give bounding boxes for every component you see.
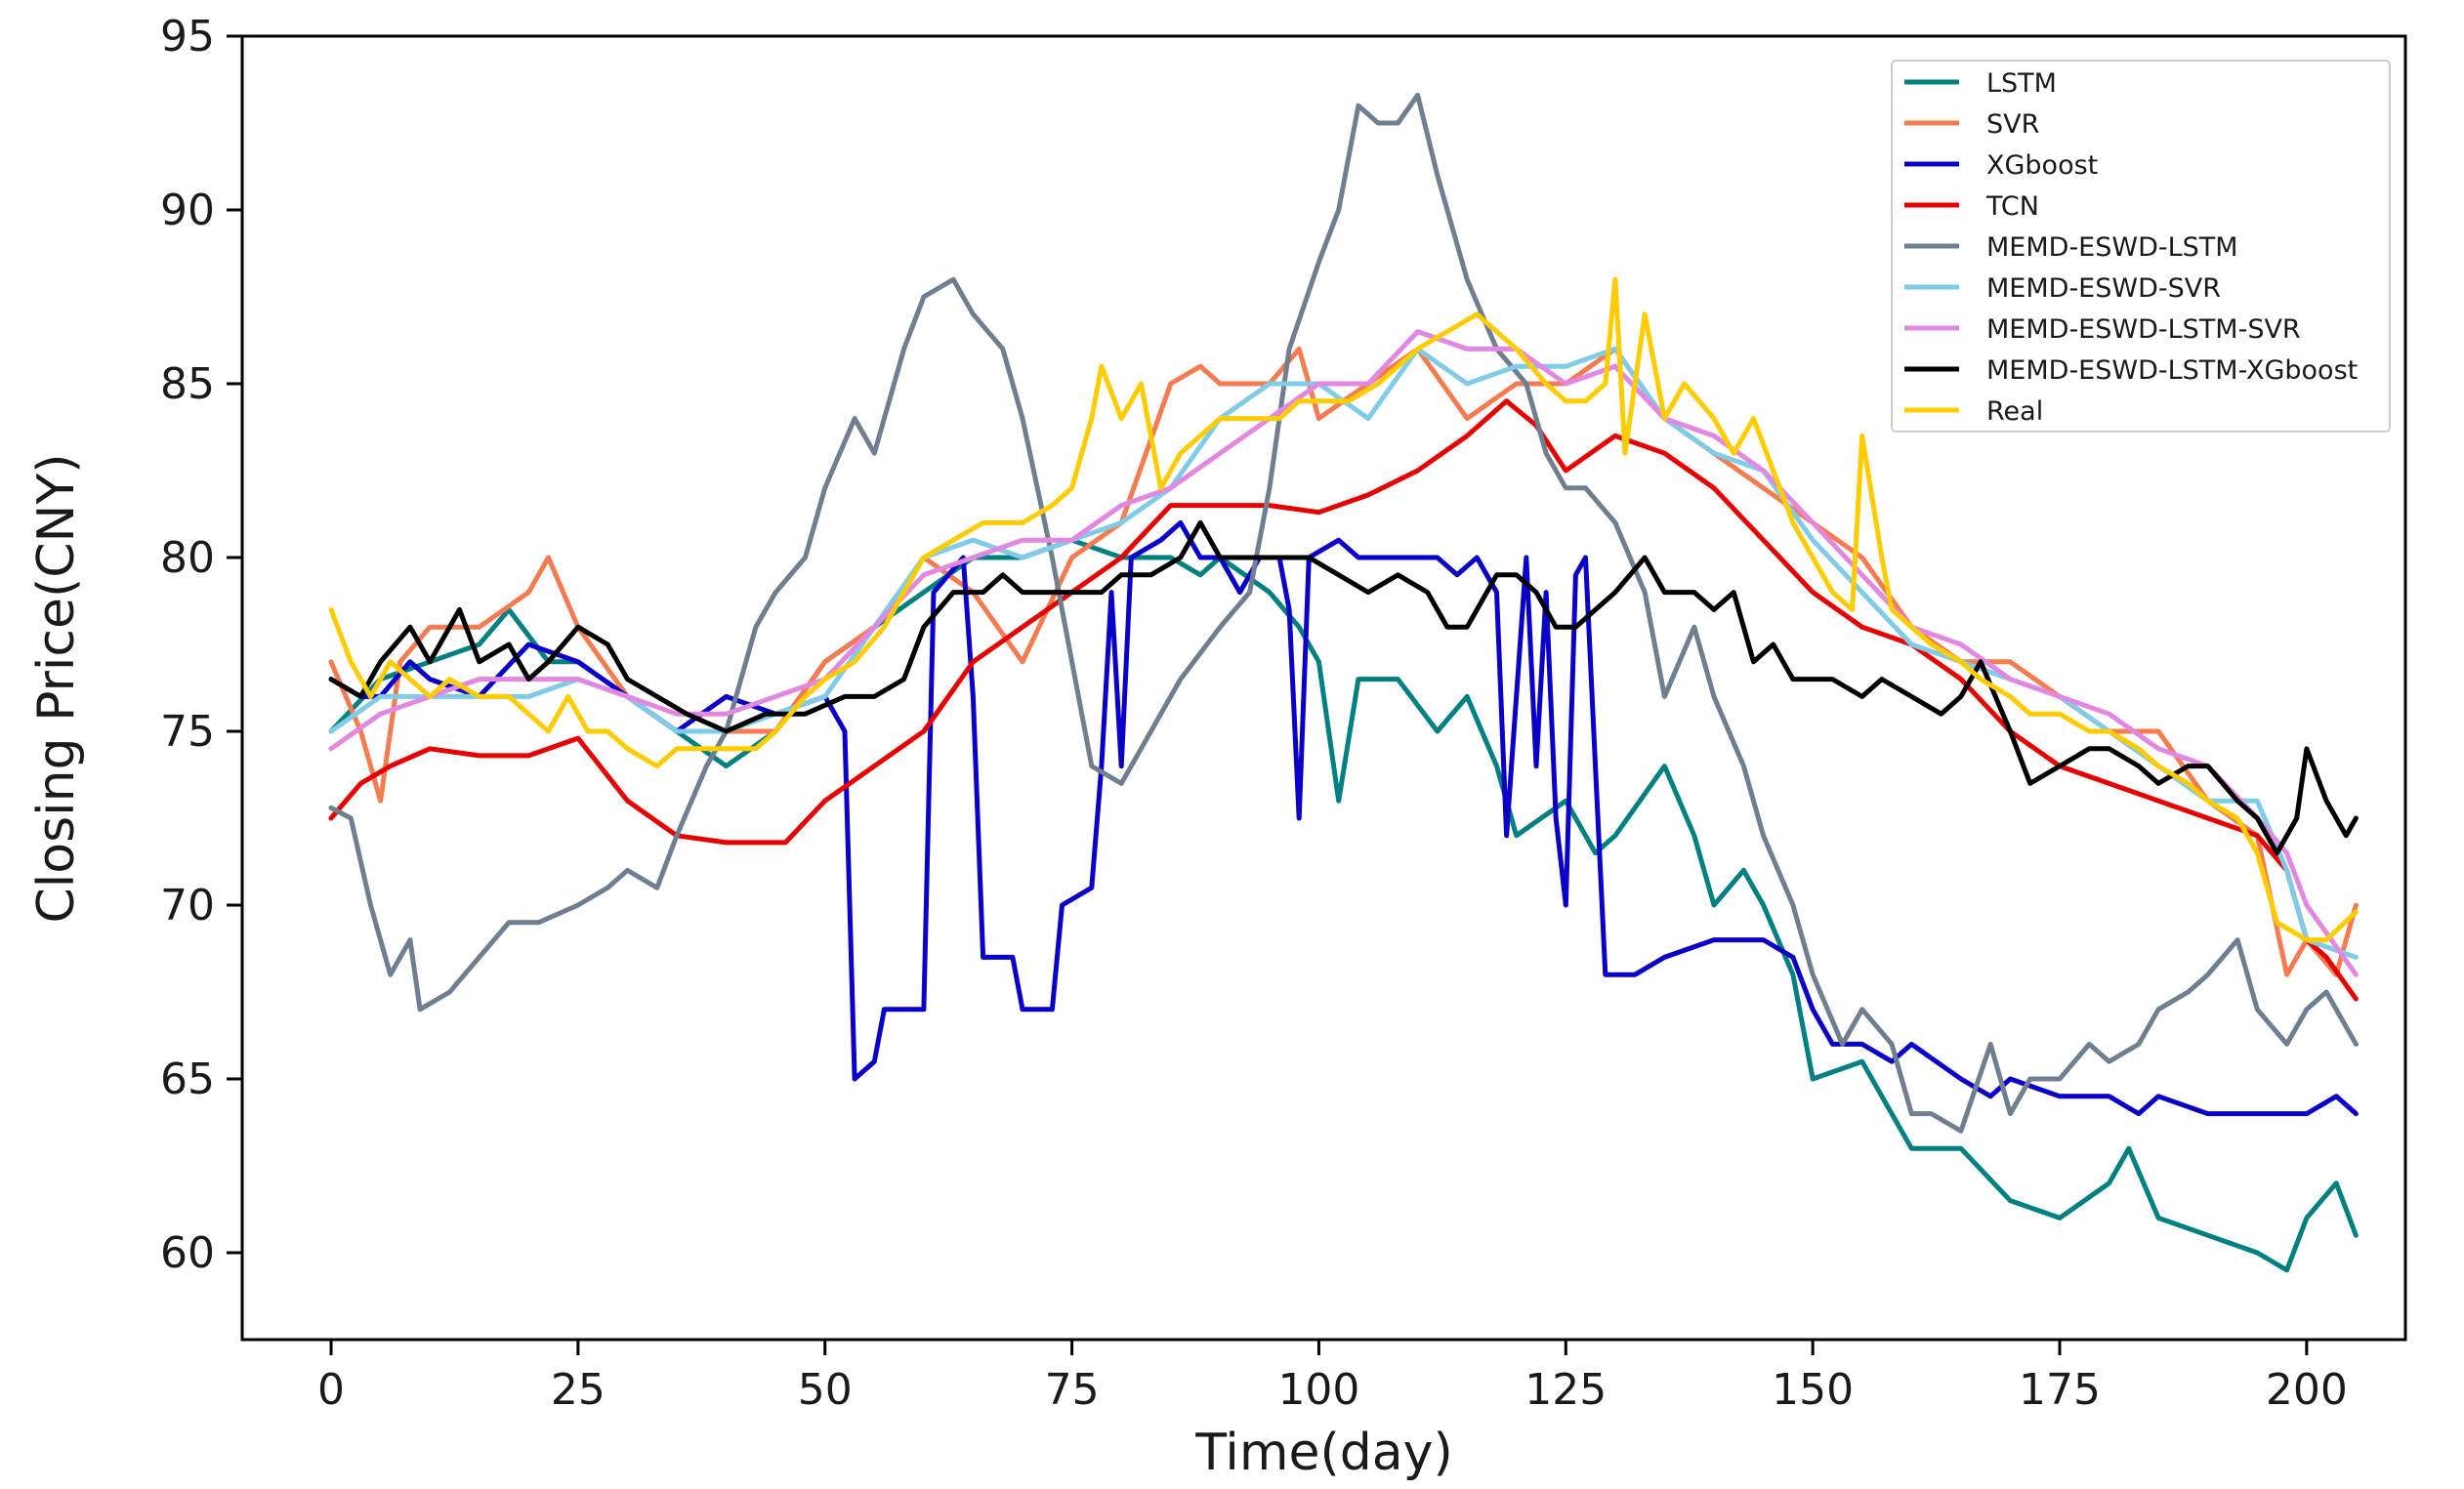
y-tick-label: 70 xyxy=(160,881,215,931)
x-tick-label: 25 xyxy=(551,1365,606,1415)
legend: LSTM SVR XGboost TCN MEMD-ESWD-LSTM MEMD-ESWD… xyxy=(1891,60,2391,433)
series-line-real xyxy=(328,276,2359,943)
y-tick-label: 90 xyxy=(160,186,215,235)
legend-label-memd-eswd-svr: MEMD-ESWD-SVR xyxy=(1986,273,2221,304)
y-axis-ticks: 60 65 70 75 80 85 90 95 xyxy=(160,12,242,1278)
x-axis-ticks: 0 25 50 75 100 125 150 175 200 xyxy=(317,1340,2348,1415)
series-line-memd-eswd-svr xyxy=(328,346,2359,960)
x-tick-label: 0 xyxy=(317,1365,345,1415)
series-line-memd-eswd-lstm-svr xyxy=(328,329,2359,977)
y-tick-label: 80 xyxy=(160,533,215,583)
series-layer xyxy=(328,93,2359,1273)
x-tick-label: 125 xyxy=(1524,1365,1607,1415)
legend-label-tcn: TCN xyxy=(1985,191,2039,222)
x-tick-label: 75 xyxy=(1045,1365,1100,1415)
legend-label-svr: SVR xyxy=(1986,109,2039,140)
x-tick-label: 50 xyxy=(798,1365,853,1415)
y-tick-label: 95 xyxy=(160,12,215,62)
y-tick-label: 60 xyxy=(160,1228,215,1278)
legend-label-xgboost: XGboost xyxy=(1986,150,2098,181)
legend-label-memd-eswd-lstm: MEMD-ESWD-LSTM xyxy=(1986,232,2238,263)
y-tick-label: 85 xyxy=(160,359,215,409)
x-axis-label: Time(day) xyxy=(1194,1424,1452,1482)
x-tick-label: 175 xyxy=(2019,1365,2101,1415)
legend-label-memd-eswd-lstm-svr: MEMD-ESWD-LSTM-SVR xyxy=(1986,314,2301,345)
legend-label-lstm: LSTM xyxy=(1986,68,2057,99)
series-line-memd-eswd-lstm xyxy=(328,93,2359,1134)
y-tick-label: 65 xyxy=(160,1055,215,1104)
series-line-memd-eswd-lstm-xgboost xyxy=(328,519,2359,856)
legend-label-memd-eswd-lstm-xgboost: MEMD-ESWD-LSTM-XGboost xyxy=(1986,355,2358,386)
series-line-tcn xyxy=(328,398,2359,1002)
series-line-lstm xyxy=(328,537,2359,1273)
y-tick-label: 75 xyxy=(160,707,215,757)
x-tick-label: 200 xyxy=(2266,1365,2348,1415)
series-line-svr xyxy=(328,346,2359,977)
axes-frame xyxy=(240,34,2407,1342)
legend-label-real: Real xyxy=(1986,396,2043,427)
series-line-xgboost xyxy=(328,519,2359,1117)
x-tick-label: 150 xyxy=(1772,1365,1854,1415)
y-axis-label: Closing Price(CNY) xyxy=(27,454,86,924)
x-tick-label: 100 xyxy=(1277,1365,1359,1415)
